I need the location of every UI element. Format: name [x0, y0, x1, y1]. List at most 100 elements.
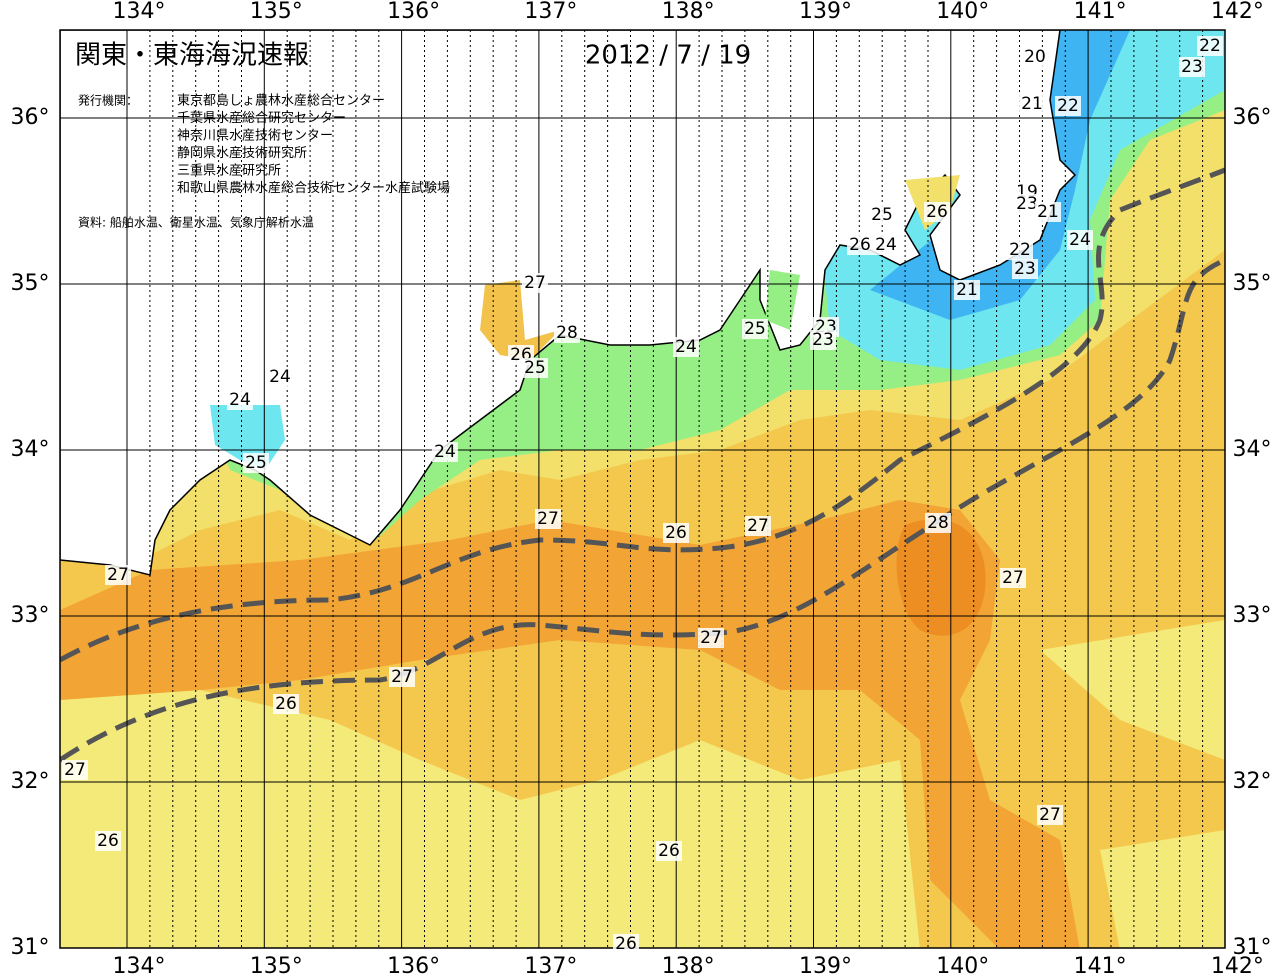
- contour-label: 27: [524, 273, 546, 293]
- issuer: 静岡県水産技術研究所: [177, 145, 307, 161]
- contour-label: 27: [391, 667, 413, 687]
- contour-label-bg: [925, 513, 951, 533]
- contour-label: 25: [245, 453, 267, 473]
- contour-label: 27: [1002, 568, 1024, 588]
- contour-label-bg: [62, 760, 88, 780]
- lat-label-left: 35°: [11, 271, 50, 296]
- contour-label-bg: [745, 516, 771, 536]
- contour-label: 20: [1024, 47, 1046, 67]
- contour-label: 25: [871, 205, 893, 225]
- contour-label: 24: [675, 337, 697, 357]
- contour-label-bg: [522, 358, 548, 378]
- contour-label: 26: [275, 694, 297, 714]
- contour-label: 27: [537, 509, 559, 529]
- contour-label-bg: [847, 235, 873, 255]
- contour-label-bg: [273, 694, 299, 714]
- contour-label: 21: [956, 280, 978, 300]
- lat-label-left: 36°: [11, 105, 50, 130]
- kuroshio-north-edge: [60, 167, 1225, 663]
- lat-label-right: 35°: [1233, 271, 1272, 296]
- sea-27-28: [60, 500, 1080, 948]
- contour-label-bg: [924, 202, 950, 222]
- sea-28: [896, 519, 986, 636]
- contour-label: 23: [1016, 194, 1038, 214]
- lon-label-bottom: 139°: [799, 954, 852, 979]
- contour-label: 27: [1039, 805, 1061, 825]
- contour-label-bg: [1022, 47, 1048, 67]
- contour-label-bg: [698, 628, 724, 648]
- lat-label-right: 34°: [1233, 437, 1272, 462]
- lon-label-bottom: 142°: [1211, 954, 1264, 979]
- contour-label: 22: [1057, 96, 1079, 116]
- contour-label: 21: [1021, 94, 1043, 114]
- contour-label: 25: [744, 319, 766, 339]
- ise-bay: [480, 280, 560, 360]
- contour-label-bg: [227, 390, 253, 410]
- lat-label-right: 33°: [1233, 603, 1272, 628]
- lon-label-top: 142°: [1211, 0, 1264, 24]
- contour-label: 24: [1069, 230, 1091, 250]
- lon-label-bottom: 138°: [662, 954, 715, 979]
- contour-label-bg: [656, 841, 682, 861]
- contour-label-bg: [1012, 259, 1038, 279]
- issuer: 東京都島しょ農林水産総合センター: [177, 93, 385, 109]
- contour-label: 28: [556, 323, 578, 343]
- lon-label-top: 136°: [387, 0, 440, 24]
- contour-label-bg: [95, 831, 121, 851]
- contour-label-bg: [1197, 36, 1223, 56]
- contour-label-bg: [522, 273, 548, 293]
- lat-label-left: 33°: [11, 603, 50, 628]
- lat-label-left: 34°: [11, 437, 50, 462]
- contour-label: 25: [524, 358, 546, 378]
- contour-label: 24: [229, 390, 251, 410]
- contour-label: 26: [665, 523, 687, 543]
- contour-label: 24: [875, 235, 897, 255]
- contour-label: 22: [1009, 240, 1031, 260]
- contour-label-bg: [267, 367, 293, 387]
- suruga-bay: [765, 270, 800, 330]
- lon-label-top: 137°: [524, 0, 577, 24]
- lon-label-bottom: 135°: [250, 954, 303, 979]
- lat-label-right: 32°: [1233, 769, 1272, 794]
- lon-label-bottom: 136°: [387, 954, 440, 979]
- issuer: 神奈川県水産技術センター: [177, 128, 333, 144]
- contour-label-bg: [613, 934, 639, 954]
- contour-label: 27: [64, 760, 86, 780]
- labels: 東京都島しょ農林水産総合センター千葉県水産総合研究センター神奈川県水産技術センタ…: [11, 0, 1272, 979]
- issuer: 和歌山県農林水産総合技術センター水産試験場: [177, 180, 450, 196]
- contour-label-bg: [535, 509, 561, 529]
- lat-label-right: 36°: [1233, 105, 1272, 130]
- map-date: 2012 / 7 / 19: [585, 41, 751, 71]
- contour-label-bg: [810, 330, 836, 350]
- contour-label: 27: [747, 516, 769, 536]
- contour-label-bg: [663, 523, 689, 543]
- contour-label: 26: [615, 934, 637, 954]
- contour-label: 24: [434, 442, 456, 462]
- contour-label-bg: [1055, 96, 1081, 116]
- contour-label-bg: [432, 442, 458, 462]
- contour-label: 27: [700, 628, 722, 648]
- source-note: 資料: 船舶水温、衛星水温、気象庁解析水温: [78, 215, 314, 230]
- lon-label-top: 140°: [936, 0, 989, 24]
- contour-label-bg: [1035, 202, 1061, 222]
- contour-label-bg: [554, 323, 580, 343]
- contour-label-bg: [1179, 57, 1205, 77]
- issuers-label: 発行機関：: [78, 93, 138, 108]
- contour-label: 26: [849, 235, 871, 255]
- contour-label-bg: [873, 235, 899, 255]
- lon-label-top: 141°: [1074, 0, 1127, 24]
- contour-label-bg: [1019, 94, 1045, 114]
- lon-label-top: 139°: [799, 0, 852, 24]
- contour-label: 23: [1014, 259, 1036, 279]
- contour-label: 26: [658, 841, 680, 861]
- contour-label-bg: [742, 319, 768, 339]
- contour-label: 28: [927, 513, 949, 533]
- contour-label-bg: [243, 453, 269, 473]
- contour-label: 23: [1181, 57, 1203, 77]
- sea-25-26: [60, 690, 920, 948]
- contour-label-bg: [1014, 194, 1040, 214]
- contour-label: 26: [926, 202, 948, 222]
- kuroshio-south-edge: [60, 257, 1225, 763]
- issuer: 三重県水産研究所: [177, 163, 281, 179]
